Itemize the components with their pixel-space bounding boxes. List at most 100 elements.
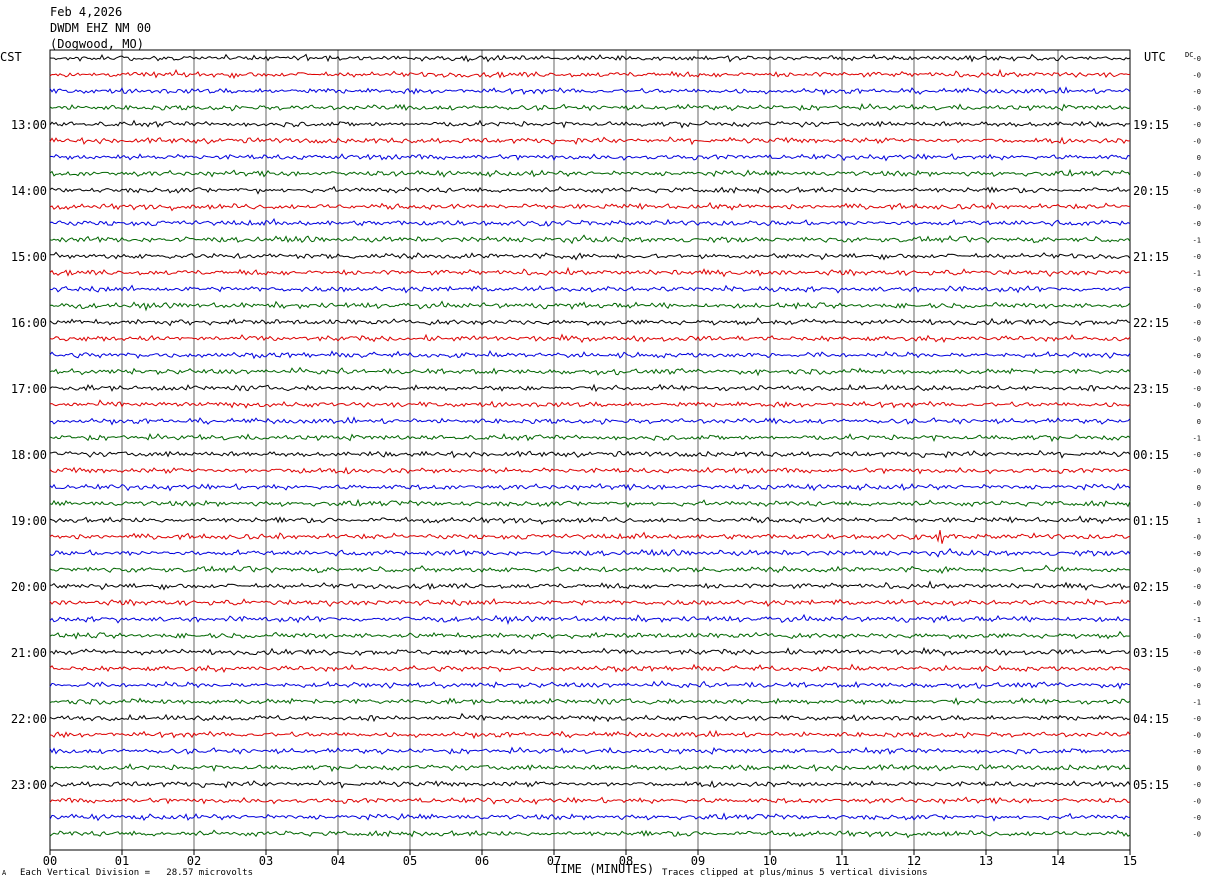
corner-mark: A: [2, 869, 7, 877]
dc-offset-label: -0: [1193, 583, 1201, 591]
x-tick-label: 03: [259, 854, 273, 868]
station-code: DWDM EHZ NM 00: [50, 21, 152, 35]
seismic-trace: [49, 663, 1131, 674]
seismic-trace: [49, 482, 1131, 492]
hour-label-left: 15:00: [11, 250, 47, 264]
dc-offset-label: -0: [1193, 187, 1201, 195]
dc-offset-label: -0: [1193, 567, 1201, 575]
seismic-trace: [49, 763, 1131, 773]
seismic-trace: [49, 829, 1131, 839]
dc-offset-label: -0: [1193, 55, 1201, 63]
dc-offset-label: -0: [1193, 138, 1201, 146]
dc-offset-label: -0: [1193, 501, 1201, 509]
seismic-trace: [49, 333, 1131, 344]
dc-offset-label: -0: [1193, 402, 1201, 410]
seismic-trace: [49, 68, 1131, 80]
seismic-trace: [50, 251, 1131, 261]
x-tick-label: 09: [691, 854, 705, 868]
seismic-trace: [49, 153, 1131, 162]
dc-offset-label: -0: [1193, 352, 1201, 360]
hour-label-left: 18:00: [11, 448, 47, 462]
dc-offset-label: -0: [1193, 550, 1201, 558]
hour-label-right: 20:15: [1133, 184, 1169, 198]
dc-offset-label: -0: [1193, 633, 1201, 641]
hour-label-right: 19:15: [1133, 118, 1169, 132]
dc-offset-label: -0: [1193, 748, 1201, 756]
left-timezone-label: CST: [0, 50, 22, 64]
seismic-trace: [49, 217, 1131, 227]
seismic-trace: [49, 399, 1131, 409]
x-tick-label: 15: [1123, 854, 1137, 868]
dc-offset-label: -0: [1193, 468, 1201, 476]
seismic-trace: [49, 119, 1131, 129]
seismic-trace: [49, 498, 1131, 509]
dc-offset-label: -0: [1193, 682, 1201, 690]
hour-label-right: 23:15: [1133, 382, 1169, 396]
hour-label-right: 05:15: [1133, 778, 1169, 792]
hour-label-left: 22:00: [11, 712, 47, 726]
x-tick-label: 13: [979, 854, 993, 868]
seismic-trace: [49, 416, 1131, 426]
plot-frame: [49, 49, 1131, 851]
seismic-trace: [49, 433, 1131, 443]
seismic-trace: [49, 547, 1131, 558]
seismic-trace: [49, 530, 1131, 544]
seismic-trace: [49, 729, 1131, 740]
x-tick-label: 04: [331, 854, 345, 868]
x-tick-label: 11: [835, 854, 849, 868]
dc-offset-label: -0: [1193, 88, 1201, 96]
hour-label-right: 01:15: [1133, 514, 1169, 528]
hour-label-left: 14:00: [11, 184, 47, 198]
seismic-trace: [49, 812, 1131, 822]
seismic-trace: [49, 646, 1131, 657]
dc-offset-label: -0: [1193, 220, 1201, 228]
hour-label-right: 00:15: [1133, 448, 1169, 462]
dc-offset-label: -0: [1193, 171, 1201, 179]
seismic-trace: [49, 564, 1131, 575]
seismic-trace: [49, 697, 1131, 706]
dc-offset-label: 0: [1197, 154, 1201, 162]
dc-offset-label: 0: [1197, 765, 1201, 773]
x-tick-label: 08: [619, 854, 633, 868]
dc-offset-label: -1: [1193, 435, 1201, 443]
dc-offset-label: -0: [1193, 204, 1201, 212]
dc-offset-label: -0: [1193, 336, 1201, 344]
dc-offset-label: -0: [1193, 105, 1201, 113]
seismic-trace: [49, 597, 1131, 607]
x-tick-label: 01: [115, 854, 129, 868]
x-tick-label: 00: [43, 854, 57, 868]
hour-label-right: 21:15: [1133, 250, 1169, 264]
dc-offset-label: -0: [1193, 303, 1201, 311]
dc-offset-label: -0: [1193, 831, 1201, 839]
seismic-trace: [49, 366, 1131, 377]
dc-offset-label: 0: [1197, 418, 1201, 426]
station-location: (Dogwood, MO): [50, 37, 144, 51]
dc-offset-label: -0: [1193, 534, 1201, 542]
x-tick-label: 07: [547, 854, 561, 868]
dc-offset-label: -0: [1193, 253, 1201, 261]
dc-offset-label: -1: [1193, 616, 1201, 624]
hour-label-right: 02:15: [1133, 580, 1169, 594]
hour-label-left: 21:00: [11, 646, 47, 660]
dc-offset-label: -0: [1193, 649, 1201, 657]
hour-label-left: 20:00: [11, 580, 47, 594]
seismic-trace: [49, 630, 1131, 640]
dc-offset-label: -0: [1193, 600, 1201, 608]
seismic-trace: [49, 185, 1131, 195]
seismic-trace: [49, 779, 1131, 789]
hour-label-left: 23:00: [11, 778, 47, 792]
seismic-trace: [49, 300, 1131, 312]
hour-label-right: 04:15: [1133, 712, 1169, 726]
scale-note: Each Vertical Division = 28.57 microvolt…: [20, 868, 253, 878]
plot-date: Feb 4,2026: [50, 5, 123, 19]
clip-note: Traces clipped at plus/minus 5 vertical …: [662, 868, 928, 878]
x-tick-label: 06: [475, 854, 489, 868]
seismic-trace: [49, 449, 1131, 459]
seismic-trace: [49, 349, 1131, 360]
x-axis-title: TIME (MINUTES): [553, 862, 655, 876]
dc-offset-label: -0: [1193, 319, 1201, 327]
dc-offset-label: 1: [1197, 517, 1201, 525]
x-tick-label: 10: [763, 854, 777, 868]
seismic-trace: [49, 466, 1131, 475]
seismic-trace: [49, 712, 1131, 723]
